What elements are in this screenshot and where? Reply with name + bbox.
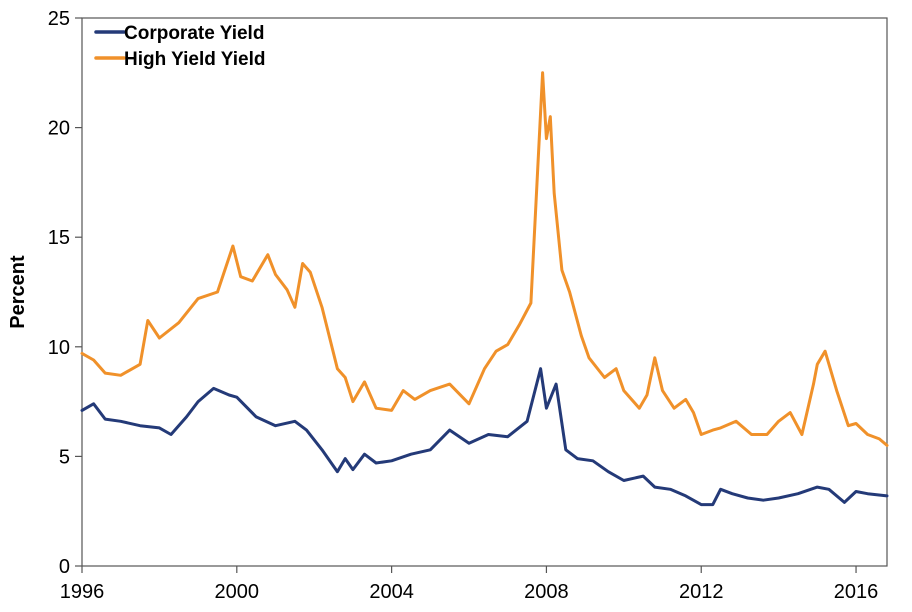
legend-label-2: High Yield Yield: [124, 49, 265, 70]
x-tick-label: 2016: [834, 581, 879, 603]
x-tick-label: 1996: [60, 581, 105, 603]
x-tick-label: 2000: [215, 581, 260, 603]
series-line-1: [80, 367, 889, 507]
x-tick-label: 2008: [524, 581, 569, 603]
y-axis-title: Percent: [7, 255, 29, 329]
y-tick-label: 15: [48, 227, 70, 249]
y-tick-label: 20: [48, 118, 70, 140]
y-tick-label: 0: [59, 556, 70, 578]
legend: Corporate Yield High Yield Yield: [94, 23, 265, 70]
y-tick-label: 10: [48, 337, 70, 359]
y-tick-label: 25: [48, 8, 70, 30]
plot-area: [81, 17, 888, 567]
y-tick-label: 5: [59, 446, 70, 468]
series-layer: [80, 71, 889, 507]
legend-label-1: Corporate Yield: [124, 23, 264, 44]
x-tick-label: 2012: [679, 581, 724, 603]
plot-border: [81, 17, 888, 567]
series-line-2: [80, 71, 889, 447]
axes: 0 5 10 15 20 25 1996 2000 2004 2008 2012 2016: [48, 8, 879, 603]
x-tick-label: 2004: [369, 581, 414, 603]
